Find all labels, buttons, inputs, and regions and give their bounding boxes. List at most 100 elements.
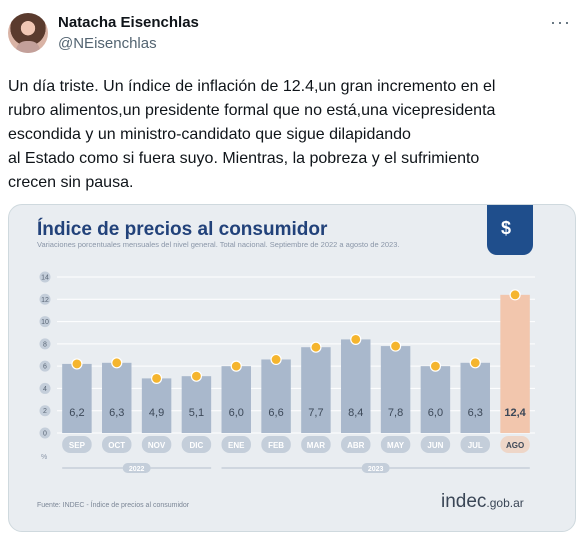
x-tick-pill: [380, 436, 411, 453]
bar-value-label: 6,6: [268, 407, 283, 419]
bar: [181, 376, 212, 433]
bar-marker: [71, 358, 83, 370]
brand-domain: .gob.ar: [486, 496, 524, 510]
bar-value-label: 6,0: [428, 407, 443, 419]
y-tick-bubble: [39, 316, 51, 328]
bar: [141, 378, 172, 433]
bar: [301, 347, 331, 433]
media-image[interactable]: Índice de precios al consumidor Variacio…: [8, 204, 576, 532]
bar-marker: [389, 340, 402, 352]
x-tick-label: JUL: [468, 441, 483, 450]
y-tick-label: 10: [41, 319, 49, 326]
logo-glyph: $: [501, 218, 512, 238]
more-options-icon[interactable]: ···: [550, 12, 571, 32]
x-tick-pill: [141, 436, 172, 453]
bar: [380, 346, 411, 433]
bar-marker: [270, 353, 282, 366]
x-tick-pill: [62, 436, 92, 453]
x-tick-pill: [341, 436, 371, 453]
bar-value-label: 6,3: [109, 407, 124, 419]
x-tick-label: JUN: [427, 441, 443, 450]
x-tick-pill: [460, 436, 490, 453]
bar-value-label: 5,1: [189, 407, 204, 419]
year-pill: [361, 463, 390, 473]
x-tick-label: ENE: [228, 441, 245, 450]
bar-marker: [150, 372, 163, 384]
x-tick-label: OCT: [108, 441, 125, 450]
y-tick-bubble: [39, 293, 51, 305]
chart-title: Índice de precios al consumidor: [37, 219, 328, 240]
chart-subtitle: Variaciones porcentuales mensuales del n…: [37, 240, 400, 249]
y-tick-label: 14: [41, 275, 49, 282]
author-handle[interactable]: @NEisenchlas: [58, 35, 157, 52]
y-tick-bubble: [39, 271, 51, 283]
x-tick-label: ABR: [347, 441, 365, 450]
year-label: 2023: [368, 466, 384, 473]
bar: [221, 366, 251, 433]
x-tick-pill: [301, 436, 331, 453]
author-name[interactable]: Natacha Eisenchlas: [58, 14, 199, 31]
x-tick-label: AGO: [506, 441, 524, 450]
x-tick-label: FEB: [268, 441, 284, 450]
x-tick-label: NOV: [148, 441, 166, 450]
brand-main: indec: [441, 491, 487, 512]
bar-value-label: 8,4: [348, 407, 363, 419]
tweet-text-line: al Estado como si fuera suyo. Mientras, …: [8, 150, 480, 167]
tweet-text-line: rubro alimentos,un presidente formal que…: [8, 102, 496, 119]
y-tick-label: 2: [43, 408, 47, 415]
bar-marker: [469, 357, 481, 369]
x-tick-label: MAY: [387, 441, 405, 450]
bar-marker: [429, 360, 442, 372]
x-tick-label: SEP: [69, 441, 86, 450]
bar-marker: [350, 333, 362, 345]
bar-value-label: 6,3: [468, 407, 483, 419]
bar-value-label: 7,8: [388, 407, 403, 419]
bar-marker: [509, 289, 521, 301]
x-tick-pill: [261, 436, 291, 453]
y-tick-label: 8: [43, 341, 47, 348]
y-tick-label: 6: [43, 364, 47, 371]
bar-value-label: 6,2: [69, 407, 84, 419]
bar: [102, 362, 132, 433]
y-tick-bubble: [39, 405, 51, 417]
y-tick-bubble: [39, 360, 51, 372]
indec-brand: indec.gob.ar: [441, 491, 524, 513]
bar-marker: [310, 341, 322, 353]
bar-marker: [230, 360, 242, 372]
y-unit-label: %: [41, 454, 47, 461]
bar-value-label: 12,4: [504, 407, 526, 419]
avatar[interactable]: [8, 13, 48, 53]
bar: [420, 366, 451, 433]
x-tick-label: MAR: [307, 441, 325, 450]
x-tick-pill: [221, 436, 251, 453]
y-tick-label: 12: [41, 297, 49, 304]
y-tick-label: 4: [43, 386, 47, 393]
x-tick-pill: [420, 436, 451, 453]
bar: [460, 362, 490, 433]
y-tick-label: 0: [43, 431, 47, 438]
bar: [341, 339, 371, 433]
year-pill: [122, 463, 151, 473]
bar-marker: [111, 357, 123, 369]
chart-source: Fuente: INDEC - Índice de precios al con…: [37, 502, 190, 509]
tweet-text: Un día triste. Un índice de inflación de…: [8, 75, 568, 195]
x-tick-pill: [500, 436, 530, 453]
tweet-text-line: crecen sin pausa.: [8, 174, 134, 191]
bar-value-label: 6,0: [229, 407, 244, 419]
inflation-bar-chart: 0 2 4 6 8 10 12 14% 6,2 SEP 6,3 OCT 4,9 NOV 5,1 DIC 6,0 E…: [39, 271, 535, 473]
bar: [62, 363, 92, 433]
tweet-text-line: Un día triste. Un índice de inflación de…: [8, 78, 496, 95]
y-tick-bubble: [39, 427, 51, 439]
x-tick-pill: [181, 436, 212, 453]
bar: [500, 294, 530, 433]
bar-value-label: 7,7: [308, 407, 323, 419]
x-tick-pill: [102, 436, 132, 453]
year-label: 2022: [129, 466, 145, 473]
bar-value-label: 4,9: [149, 407, 164, 419]
bar-marker: [190, 370, 203, 382]
bar: [261, 359, 291, 433]
y-tick-bubble: [39, 382, 51, 394]
x-tick-label: DIC: [190, 441, 204, 450]
tweet-text-line: escondida y un ministro-candidato que si…: [8, 126, 411, 143]
